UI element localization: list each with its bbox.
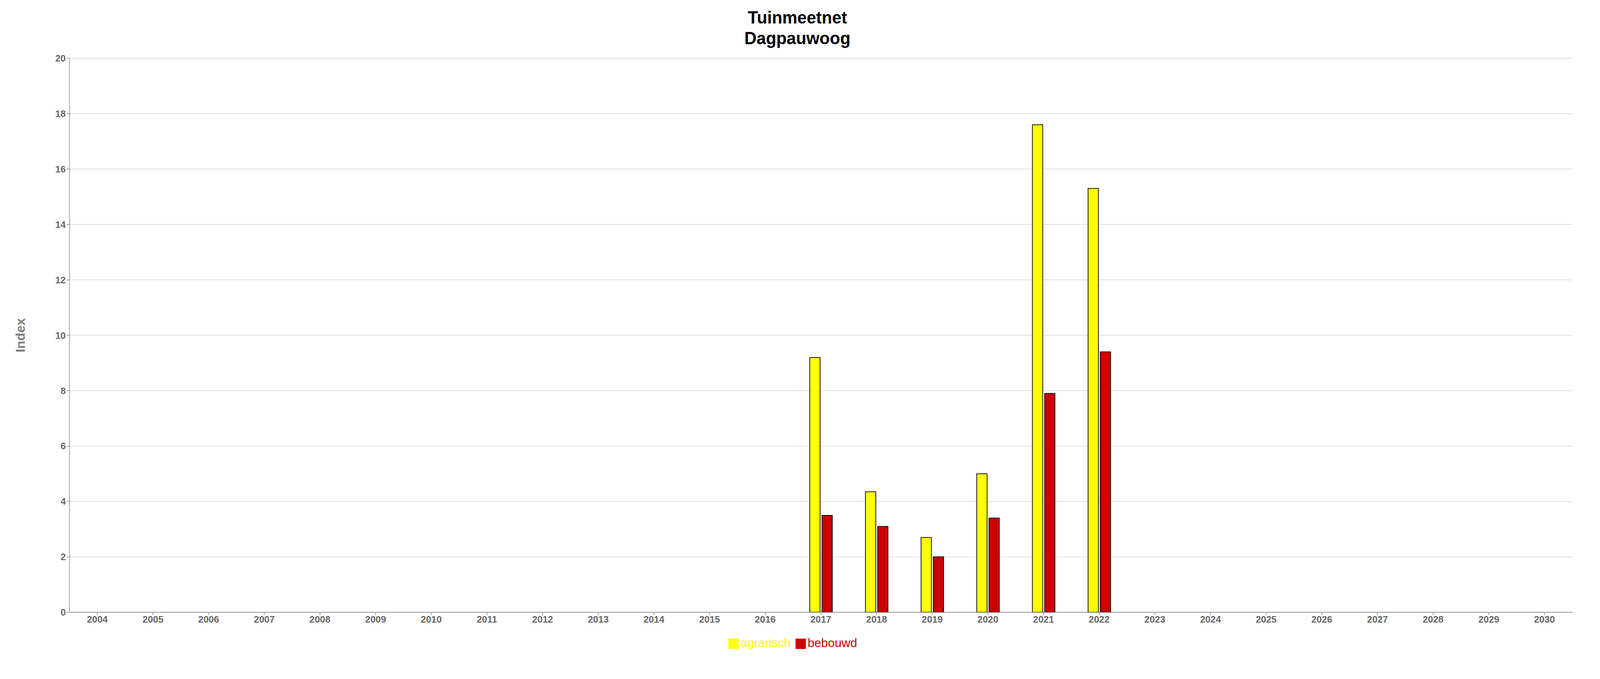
svg-text:18: 18 [55, 108, 66, 119]
svg-text:6: 6 [60, 440, 66, 451]
svg-text:2016: 2016 [754, 613, 776, 625]
svg-text:2010: 2010 [420, 613, 442, 625]
svg-text:0: 0 [60, 606, 66, 618]
svg-text:16: 16 [55, 163, 66, 175]
svg-text:2024: 2024 [1199, 613, 1222, 625]
svg-text:2012: 2012 [532, 613, 554, 625]
svg-text:2009: 2009 [365, 613, 387, 625]
svg-text:20: 20 [55, 53, 66, 64]
svg-text:4: 4 [60, 495, 67, 507]
svg-text:2011: 2011 [476, 613, 497, 625]
svg-text:2021: 2021 [1033, 613, 1055, 625]
svg-text:14: 14 [55, 219, 67, 230]
svg-text:2: 2 [60, 551, 66, 562]
svg-text:2018: 2018 [865, 613, 888, 625]
svg-text:2019: 2019 [921, 613, 943, 625]
svg-text:2020: 2020 [977, 613, 999, 625]
html-text:bebouwd: bebouwd [807, 635, 858, 650]
html-text:Dagpauwoog: Dagpauwoog [744, 28, 851, 48]
svg-text:2022: 2022 [1088, 613, 1110, 625]
svg-text:2030: 2030 [1533, 613, 1555, 625]
svg-text:2029: 2029 [1478, 613, 1500, 625]
svg-text:2017: 2017 [810, 613, 832, 625]
svg-text:2006: 2006 [198, 613, 220, 625]
svg-text:2015: 2015 [699, 613, 721, 625]
svg-text:10: 10 [55, 330, 66, 341]
svg-text:2014: 2014 [643, 613, 665, 625]
html-text:Tuinmeetnet: Tuinmeetnet [747, 7, 848, 28]
svg-text:2005: 2005 [142, 613, 164, 625]
svg-text:2027: 2027 [1367, 613, 1389, 625]
svg-text:2025: 2025 [1255, 613, 1277, 625]
svg-text:2023: 2023 [1144, 613, 1166, 625]
svg-text:2008: 2008 [309, 613, 331, 625]
svg-text:2026: 2026 [1311, 613, 1333, 625]
svg-text:2004: 2004 [86, 613, 109, 625]
svg-text:2013: 2013 [587, 613, 610, 625]
svg-text:2028: 2028 [1422, 613, 1444, 625]
html-text:agrarisch: agrarisch [740, 635, 791, 650]
svg-text:8: 8 [60, 385, 66, 396]
svg-text:12: 12 [55, 274, 66, 286]
svg-text:Index: Index [13, 317, 28, 353]
svg-text:2007: 2007 [254, 613, 276, 625]
